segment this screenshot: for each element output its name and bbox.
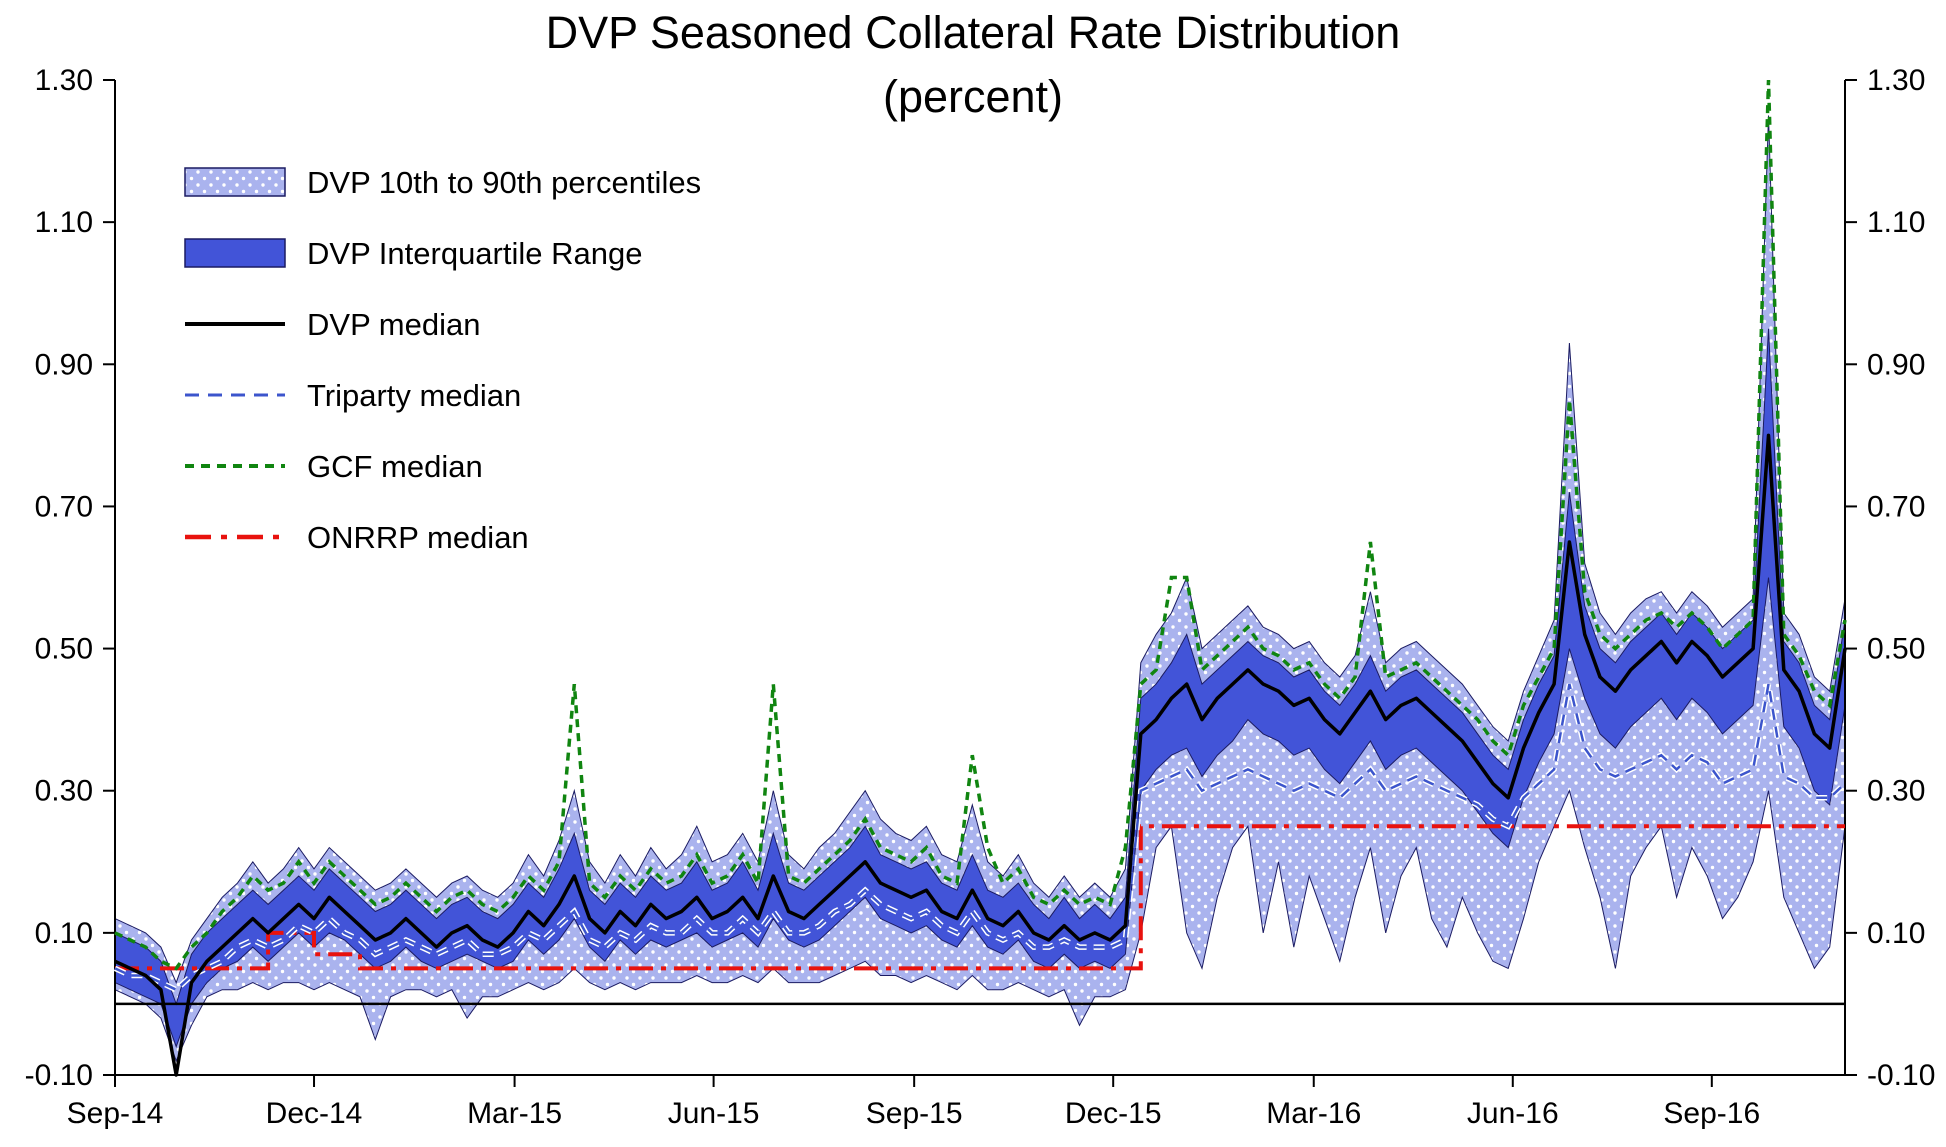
legend-label: GCF median xyxy=(307,449,483,484)
y-axis-label-right: 0.70 xyxy=(1867,490,1925,523)
y-axis-label-right: 0.10 xyxy=(1867,917,1925,950)
y-axis-label-right: 0.30 xyxy=(1867,775,1925,808)
gcf-median-line xyxy=(114,79,1847,971)
x-axis-label: Dec-14 xyxy=(266,1097,363,1130)
legend-swatch-band-light xyxy=(184,167,286,197)
y-axis-label-left: 0.10 xyxy=(35,917,93,950)
series-lines xyxy=(113,79,1847,1077)
dvp-median-line xyxy=(114,433,1847,1077)
y-axis-label-left: 0.30 xyxy=(35,775,93,808)
legend-swatch-band-dark xyxy=(184,238,286,268)
y-axis-label-left: 0.50 xyxy=(35,633,93,666)
legend-label: ONRRP median xyxy=(307,520,529,555)
legend-label: DVP median xyxy=(307,307,480,342)
x-axis-label: Jun-15 xyxy=(668,1097,760,1130)
legend-item: Triparty median xyxy=(185,378,521,413)
legend-label: DVP Interquartile Range xyxy=(307,236,642,271)
legend-label: Triparty median xyxy=(307,378,521,413)
x-axis-label: Dec-15 xyxy=(1065,1097,1162,1130)
chart-subtitle: (percent) xyxy=(883,71,1063,122)
legend-item: DVP Interquartile Range xyxy=(184,236,642,271)
x-axis-label: Mar-15 xyxy=(467,1097,562,1130)
x-axis-label: Jun-16 xyxy=(1467,1097,1559,1130)
y-axis-label-left: 0.70 xyxy=(35,490,93,523)
y-axis-label-right: 0.50 xyxy=(1867,633,1925,666)
y-axis-label-right: 1.30 xyxy=(1867,64,1925,97)
y-axis-label-right: 0.90 xyxy=(1867,348,1925,381)
triparty-median-line xyxy=(114,683,1846,992)
x-axis-label: Sep-16 xyxy=(1663,1097,1760,1130)
x-axis-label: Sep-15 xyxy=(866,1097,963,1130)
y-axis-label-left: 1.10 xyxy=(35,206,93,239)
x-axis-label: Mar-16 xyxy=(1266,1097,1361,1130)
y-axis-label-left: 0.90 xyxy=(35,348,93,381)
y-axis-label-right: -0.10 xyxy=(1867,1059,1935,1092)
legend-label: DVP 10th to 90th percentiles xyxy=(307,165,701,200)
legend-item: DVP 10th to 90th percentiles xyxy=(184,165,701,200)
x-axis-label: Sep-14 xyxy=(67,1097,164,1130)
legend-item: ONRRP median xyxy=(185,520,529,555)
legend-item: DVP median xyxy=(185,307,480,342)
chart-title: DVP Seasoned Collateral Rate Distributio… xyxy=(546,7,1401,58)
axes: -0.10 -0.10 0.10 0.10 0.30 0.30 0.50 0.50 0.70 0.… xyxy=(25,64,1936,1130)
y-axis-label-left: 1.30 xyxy=(35,64,93,97)
y-axis-label-right: 1.10 xyxy=(1867,206,1925,239)
legend: DVP 10th to 90th percentiles DVP Interqua… xyxy=(184,165,701,555)
y-axis-label-left: -0.10 xyxy=(25,1059,93,1092)
onrrp-median-line xyxy=(115,824,1845,971)
legend-item: GCF median xyxy=(185,449,483,484)
